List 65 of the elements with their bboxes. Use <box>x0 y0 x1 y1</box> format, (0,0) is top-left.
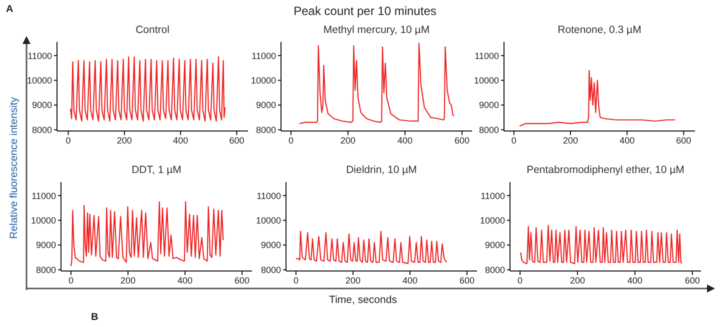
x-tick-label: 400 <box>173 135 188 146</box>
text: B <box>91 312 98 323</box>
x-tick-label: 200 <box>340 135 356 146</box>
x-tick-label: 600 <box>234 275 250 286</box>
x-axis-title: Time, seconds <box>329 294 397 306</box>
y-tick-label: 11000 <box>28 50 52 61</box>
y-tick-label: 10000 <box>480 216 505 226</box>
y-tick-label: 10000 <box>26 76 52 86</box>
line-series <box>519 70 676 127</box>
x-tick-label: 400 <box>177 275 193 286</box>
y-tick-label: 10000 <box>250 76 276 86</box>
y-tick-label: 8000 <box>32 124 52 135</box>
y-tick-label: 9000 <box>478 100 499 110</box>
line-series <box>70 201 224 267</box>
x-tick-label: 200 <box>570 275 586 286</box>
y-tick-label: 9000 <box>260 240 281 250</box>
y-tick-label: 8000 <box>260 264 281 275</box>
text: Peak count per 10 minutes <box>292 4 438 18</box>
line-series <box>298 42 455 124</box>
x-tick-label: 600 <box>684 275 700 286</box>
x-tick-label: 0 <box>293 275 298 286</box>
x-tick-label: 600 <box>460 275 475 286</box>
x-tick-label: 0 <box>68 275 74 286</box>
x-tick-label: 600 <box>454 135 470 146</box>
chart-title: Rotenone, 0.3 µM <box>556 24 642 36</box>
y-tick-label: 10000 <box>30 216 56 226</box>
line-series <box>70 56 226 122</box>
x-tick-label: 0 <box>511 135 516 146</box>
x-tick-label: 200 <box>116 135 132 146</box>
y-tick-label: 11000 <box>480 190 505 201</box>
x-tick-label: 400 <box>620 135 635 146</box>
chart-title: DDT, 1 µM <box>130 164 182 176</box>
y-axis-title: Relative fluorescence intensity <box>8 97 20 239</box>
y-tick-label: 11000 <box>474 50 499 61</box>
text: A <box>6 4 14 15</box>
x-tick-label: 0 <box>518 275 523 286</box>
chart-title: Dieldrin, 10 µM <box>345 164 418 176</box>
x-tick-label: 400 <box>627 275 642 286</box>
x-tick-label: 0 <box>66 135 71 146</box>
x-tick-label: 600 <box>676 135 692 146</box>
line-series <box>295 230 448 264</box>
y-tick-label: 10000 <box>256 216 281 226</box>
y-tick-label: 10000 <box>474 76 499 86</box>
y-tick-label: 11000 <box>256 190 281 201</box>
x-tick-label: 200 <box>345 275 361 286</box>
y-tick-label: 8000 <box>36 264 56 275</box>
y-tick-label: 11000 <box>252 50 276 61</box>
chart-title: Methyl mercury, 10 µM <box>322 24 431 36</box>
y-tick-label: 9000 <box>484 240 505 250</box>
y-tick-label: 9000 <box>256 100 276 110</box>
y-tick-label: 8000 <box>478 124 499 135</box>
x-tick-label: 200 <box>562 135 578 146</box>
y-tick-label: 8000 <box>256 124 276 135</box>
line-series <box>520 224 682 264</box>
chart-title: Control <box>134 24 170 36</box>
x-tick-label: 0 <box>288 135 294 146</box>
x-tick-label: 400 <box>397 135 413 146</box>
y-tick-label: 11000 <box>32 190 56 201</box>
chart-title: Pentabromodiphenyl ether, 10 µM <box>526 164 686 176</box>
y-tick-label: 9000 <box>32 100 52 110</box>
y-tick-label: 8000 <box>484 264 505 275</box>
x-tick-label: 200 <box>120 275 136 286</box>
y-tick-label: 9000 <box>36 240 56 250</box>
x-tick-label: 600 <box>229 135 244 146</box>
x-tick-label: 400 <box>402 275 418 286</box>
